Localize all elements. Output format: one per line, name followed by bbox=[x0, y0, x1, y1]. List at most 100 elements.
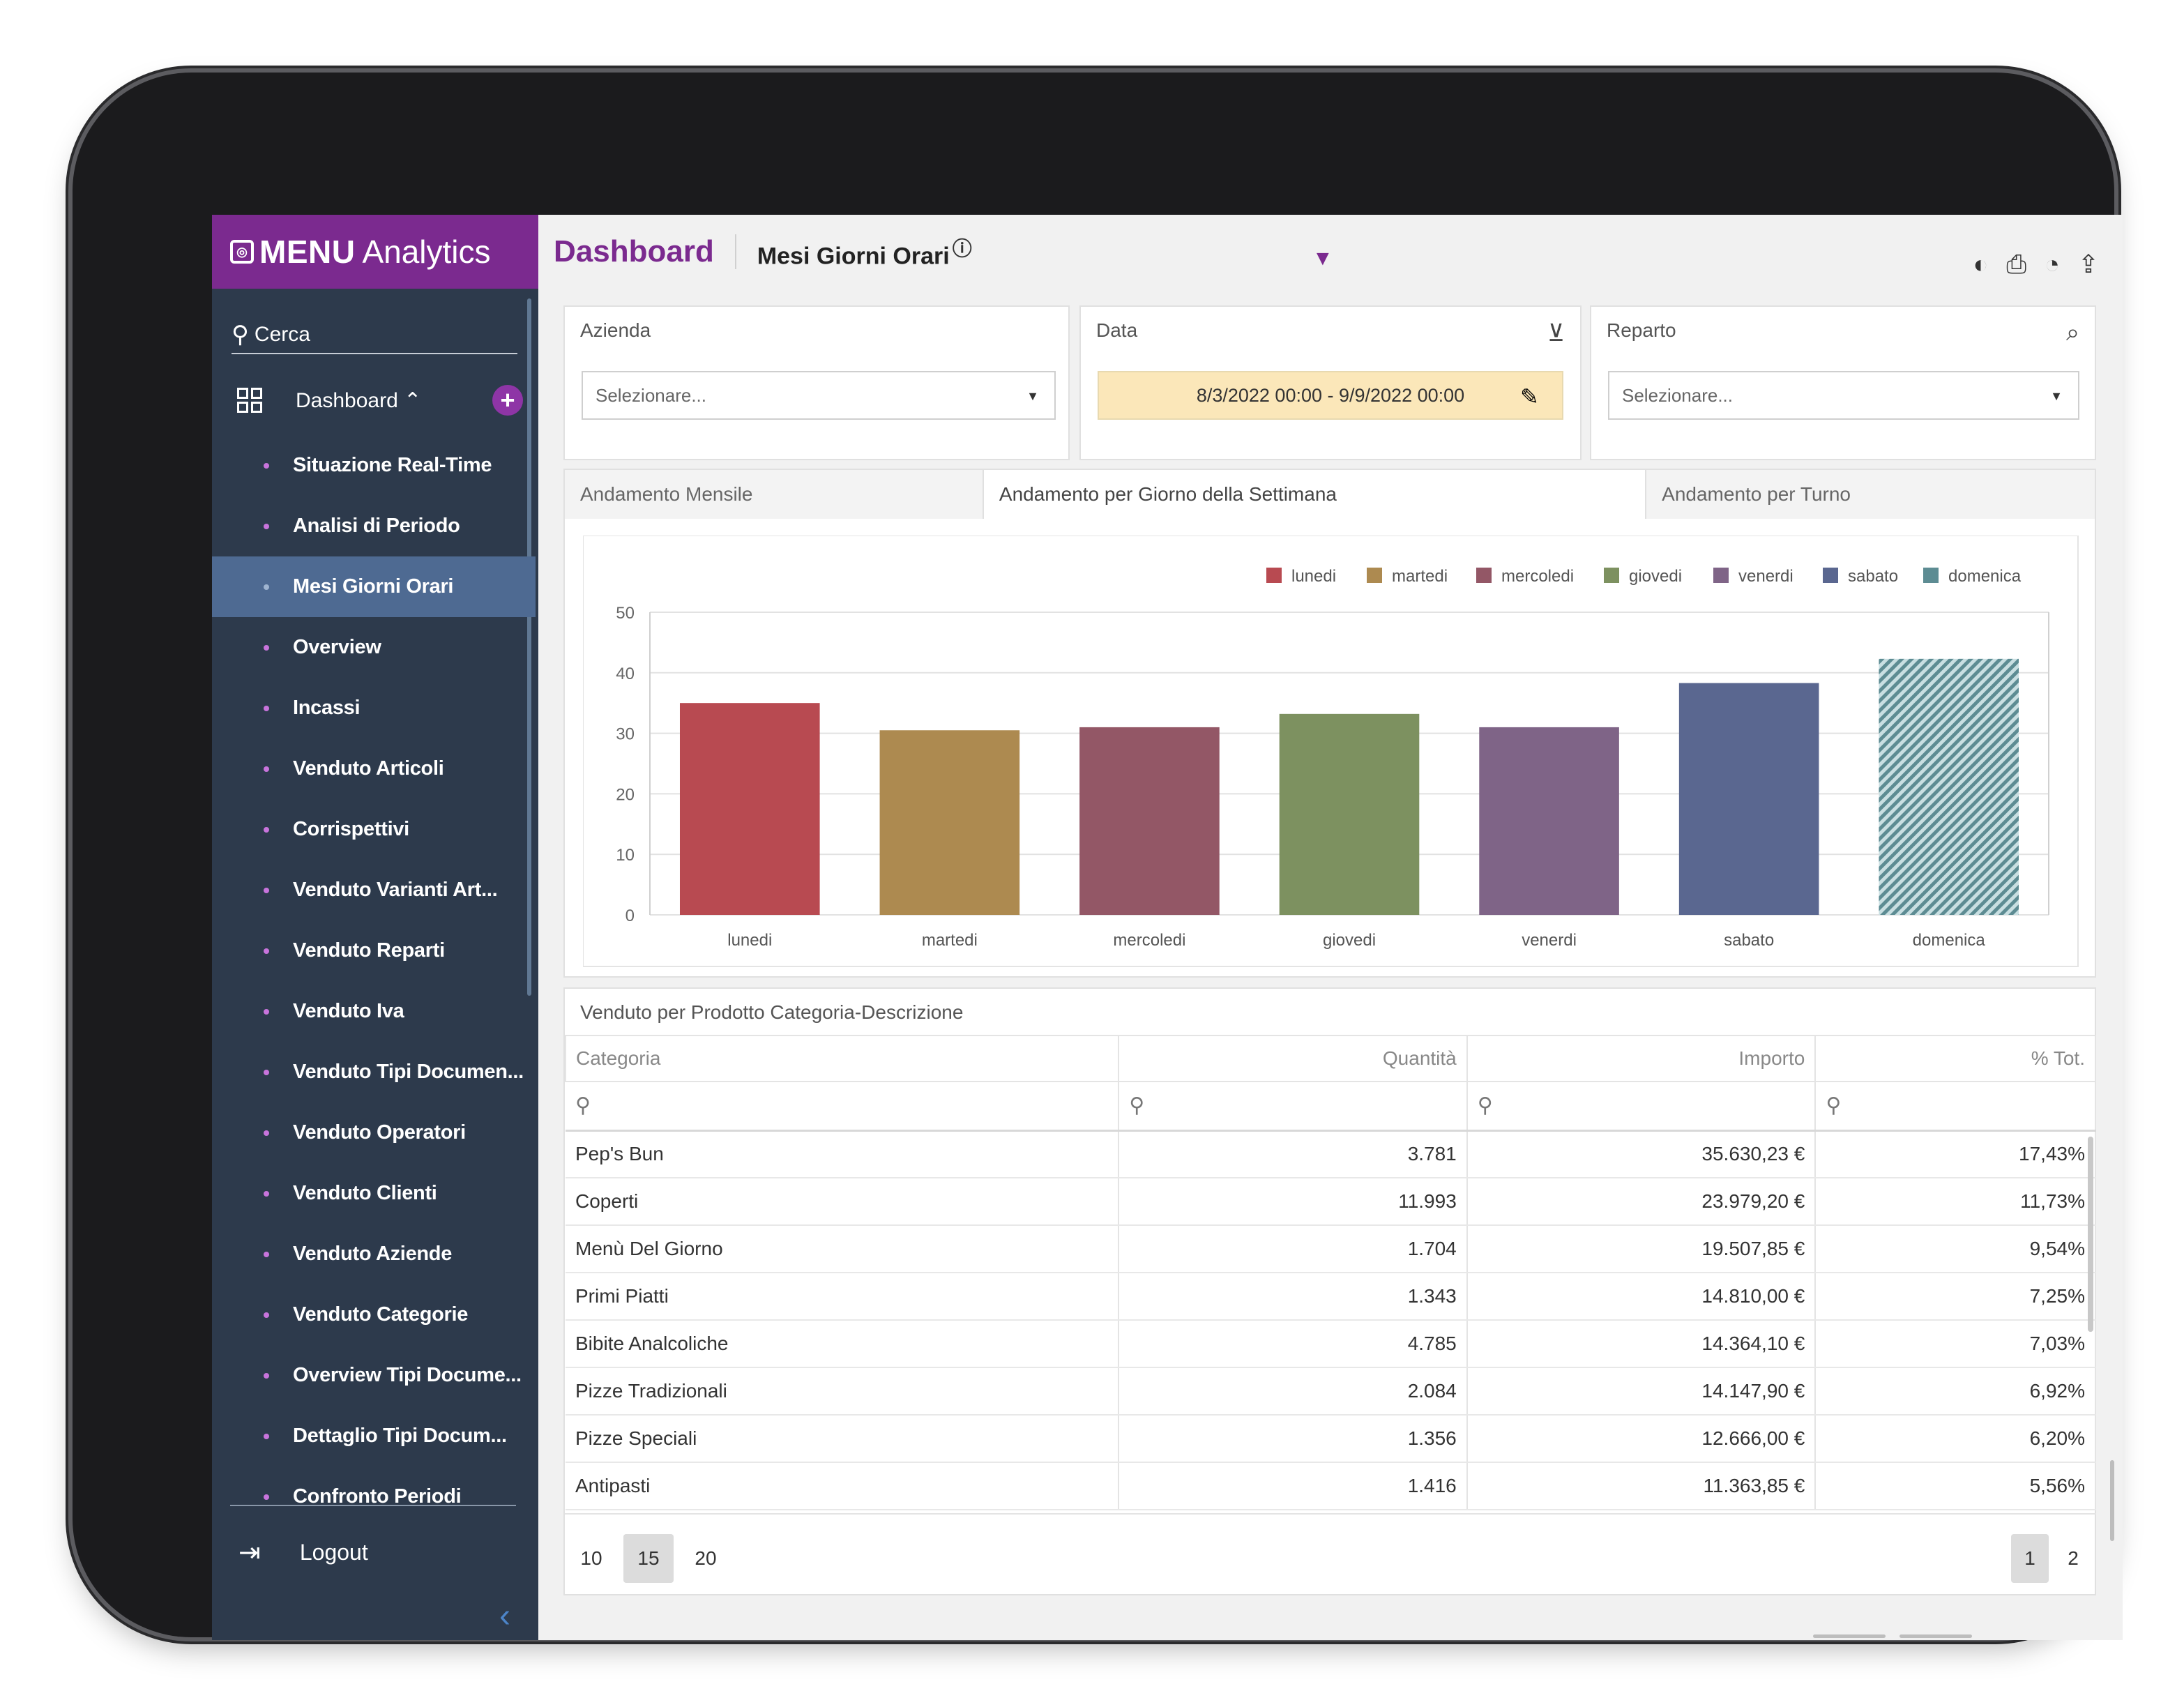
legend-label[interactable]: martedi bbox=[1392, 567, 1448, 586]
table-cell: Pizze Tradizionali bbox=[566, 1367, 1120, 1416]
table-cell: 1.416 bbox=[1118, 1462, 1468, 1510]
sidebar-item[interactable]: Analisi di Periodo bbox=[212, 496, 536, 556]
sales-table: Categoria Quantità Importo % Tot. ⚲ ⚲ ⚲ … bbox=[564, 1035, 2096, 1510]
bar-lunedi[interactable] bbox=[679, 703, 820, 915]
filter-search-icon[interactable]: ⌕ bbox=[2065, 319, 2079, 346]
azienda-select[interactable]: Selezionare... ▼ bbox=[582, 371, 1056, 420]
column-header[interactable]: Categoria bbox=[564, 1035, 1120, 1082]
sidebar-item[interactable]: Incassi bbox=[212, 678, 536, 738]
tab-andamento-mensile[interactable]: Andamento Mensile bbox=[565, 470, 984, 519]
filter-toggle-icon[interactable]: ▼ bbox=[1312, 247, 1333, 270]
sidebar-item[interactable]: Venduto Operatori bbox=[212, 1102, 536, 1163]
bar-giovedi[interactable] bbox=[1279, 713, 1420, 915]
table-cell: 6,92% bbox=[1815, 1367, 2096, 1416]
search-label: Cerca bbox=[254, 323, 310, 346]
y-tick-label: 20 bbox=[616, 785, 635, 804]
legend-label[interactable]: sabato bbox=[1848, 567, 1898, 586]
chart-container: lunedi martedi mercoledi giovedi venerdi saba… bbox=[583, 536, 2079, 985]
sidebar-item[interactable]: Venduto Clienti bbox=[212, 1163, 536, 1224]
chart-options-icon[interactable]: ◔ bbox=[2045, 250, 2060, 278]
sidebar-item[interactable]: Venduto Aziende bbox=[212, 1224, 536, 1284]
legend-label[interactable]: venerdi bbox=[1738, 567, 1794, 586]
bar-venerdi[interactable] bbox=[1479, 727, 1619, 915]
table-scrollbar[interactable] bbox=[2088, 1137, 2093, 1332]
edit-pencil-icon[interactable]: ✎ bbox=[1520, 384, 1539, 409]
column-search-input[interactable]: ⚲ bbox=[566, 1082, 1120, 1132]
sidebar-item[interactable]: Venduto Categorie bbox=[212, 1284, 536, 1345]
page-size-option[interactable]: 10 bbox=[580, 1547, 602, 1569]
table-cell: 7,25% bbox=[1815, 1273, 2096, 1321]
tab-andamento-turno[interactable]: Andamento per Turno bbox=[1646, 470, 2095, 519]
sidebar-item[interactable]: Overview Tipi Docume... bbox=[212, 1345, 536, 1406]
caret-down-icon: ▼ bbox=[2050, 389, 2063, 403]
bar-chart: lunedi martedi mercoledi giovedi venerdi saba… bbox=[583, 536, 2079, 967]
sidebar-item[interactable]: Confronto Periodi bbox=[212, 1466, 536, 1527]
sidebar-scrollbar[interactable] bbox=[527, 298, 531, 996]
page-size-option[interactable]: 20 bbox=[695, 1547, 717, 1569]
bar-martedi[interactable] bbox=[879, 730, 1020, 915]
add-dashboard-button[interactable]: + bbox=[492, 385, 523, 416]
sidebar-item[interactable]: Overview bbox=[212, 617, 536, 678]
reparto-select[interactable]: Selezionare... ▼ bbox=[1608, 371, 2079, 420]
bar-domenica[interactable] bbox=[1879, 658, 2019, 915]
info-icon[interactable]: ⓘ bbox=[952, 237, 972, 259]
column-search-input[interactable]: ⚲ bbox=[1466, 1082, 1817, 1132]
table-cell: 14.147,90 € bbox=[1466, 1367, 1817, 1416]
print-icon[interactable]: ⎙ bbox=[2006, 250, 2027, 278]
column-header[interactable]: Quantità bbox=[1118, 1035, 1468, 1082]
column-search-input[interactable]: ⚲ bbox=[1815, 1082, 2096, 1132]
clear-filter-icon[interactable]: ⊻ bbox=[1547, 320, 1565, 347]
table-row[interactable]: Pizze Speciali 1.356 12.666,00 €6,20% bbox=[566, 1415, 2096, 1463]
table-row[interactable]: Pizze Tradizionali 2.084 14.147,90 €6,92% bbox=[566, 1367, 2096, 1416]
table-cell: 1.356 bbox=[1118, 1415, 1468, 1463]
legend-label[interactable]: mercoledi bbox=[1501, 567, 1574, 586]
legend-swatch bbox=[1266, 568, 1282, 583]
brand-logo: ◎ MENU Analytics bbox=[212, 215, 538, 289]
table-row[interactable]: Bibite Analcoliche 4.785 14.364,10 €7,03% bbox=[566, 1320, 2096, 1368]
table-cell: 2.084 bbox=[1118, 1367, 1468, 1416]
logout-button[interactable]: ⇥ Logout bbox=[238, 1537, 368, 1568]
legend-label[interactable]: giovedi bbox=[1629, 567, 1682, 586]
sidebar-item[interactable]: Corrispettivi bbox=[212, 799, 536, 860]
table-row[interactable]: Coperti 11.993 23.979,20 €11,73% bbox=[566, 1178, 2096, 1226]
sidebar-item[interactable]: Venduto Tipi Documen... bbox=[212, 1042, 536, 1102]
bar-sabato[interactable] bbox=[1678, 683, 1819, 915]
page-button-current[interactable]: 1 bbox=[2011, 1534, 2049, 1583]
toggle-icon[interactable]: ◐ bbox=[1973, 250, 1989, 278]
x-tick-label: domenica bbox=[1913, 931, 1986, 950]
legend-swatch bbox=[1604, 568, 1619, 583]
table-row[interactable]: Pep's Bun 3.781 35.630,23 €17,43% bbox=[566, 1130, 2096, 1178]
sidebar-item-active[interactable]: Mesi Giorni Orari bbox=[212, 556, 536, 617]
sidebar: ◎ MENU Analytics ⚲ Cerca Dashboard ⌃ + S… bbox=[212, 215, 538, 1640]
table-cell: Bibite Analcoliche bbox=[566, 1320, 1120, 1368]
column-search-input[interactable]: ⚲ bbox=[1118, 1082, 1468, 1132]
sidebar-item[interactable]: Venduto Varianti Art... bbox=[212, 860, 536, 920]
sidebar-item[interactable]: Venduto Reparti bbox=[212, 920, 536, 981]
page-title[interactable]: Dashboard bbox=[554, 234, 736, 269]
table-row[interactable]: Antipasti 1.416 11.363,85 €5,56% bbox=[566, 1462, 2096, 1510]
bar-mercoledi[interactable] bbox=[1079, 727, 1220, 915]
table-row[interactable]: Primi Piatti 1.343 14.810,00 €7,25% bbox=[566, 1273, 2096, 1321]
date-range-field[interactable]: 8/3/2022 00:00 - 9/9/2022 00:00 bbox=[1098, 371, 1563, 420]
sidebar-dashboard-group[interactable]: Dashboard ⌃ + bbox=[237, 381, 523, 420]
legend-label[interactable]: lunedi bbox=[1291, 567, 1336, 586]
filter-azienda: Azienda Selezionare... ▼ bbox=[563, 305, 1070, 460]
table-row[interactable]: Menù Del Giorno 1.704 19.507,85 €9,54% bbox=[566, 1225, 2096, 1273]
sidebar-item[interactable]: Venduto Iva bbox=[212, 981, 536, 1042]
legend-label[interactable]: domenica bbox=[1948, 567, 2022, 586]
search-icon: ⚲ bbox=[575, 1094, 591, 1118]
page-button[interactable]: 2 bbox=[2068, 1547, 2079, 1569]
page-size-option-selected[interactable]: 15 bbox=[623, 1534, 674, 1583]
sidebar-search[interactable]: ⚲ Cerca bbox=[232, 317, 517, 354]
share-icon[interactable]: ⇪ bbox=[2077, 250, 2099, 278]
sidebar-item[interactable]: Venduto Articoli bbox=[212, 738, 536, 799]
collapse-sidebar-chevron-icon[interactable]: ‹ bbox=[499, 1598, 510, 1634]
y-tick-label: 50 bbox=[616, 604, 635, 623]
sidebar-item[interactable]: Dettaglio Tipi Docum... bbox=[212, 1406, 536, 1466]
sidebar-item[interactable]: Situazione Real-Time bbox=[212, 435, 536, 496]
table-cell: 14.364,10 € bbox=[1466, 1320, 1817, 1368]
column-header[interactable]: Importo bbox=[1466, 1035, 1817, 1082]
pager: 10 15 20 1 2 bbox=[565, 1513, 2096, 1594]
column-header[interactable]: % Tot. bbox=[1814, 1035, 2096, 1082]
tab-giorno-settimana[interactable]: Andamento per Giorno della Settimana bbox=[983, 470, 1647, 519]
